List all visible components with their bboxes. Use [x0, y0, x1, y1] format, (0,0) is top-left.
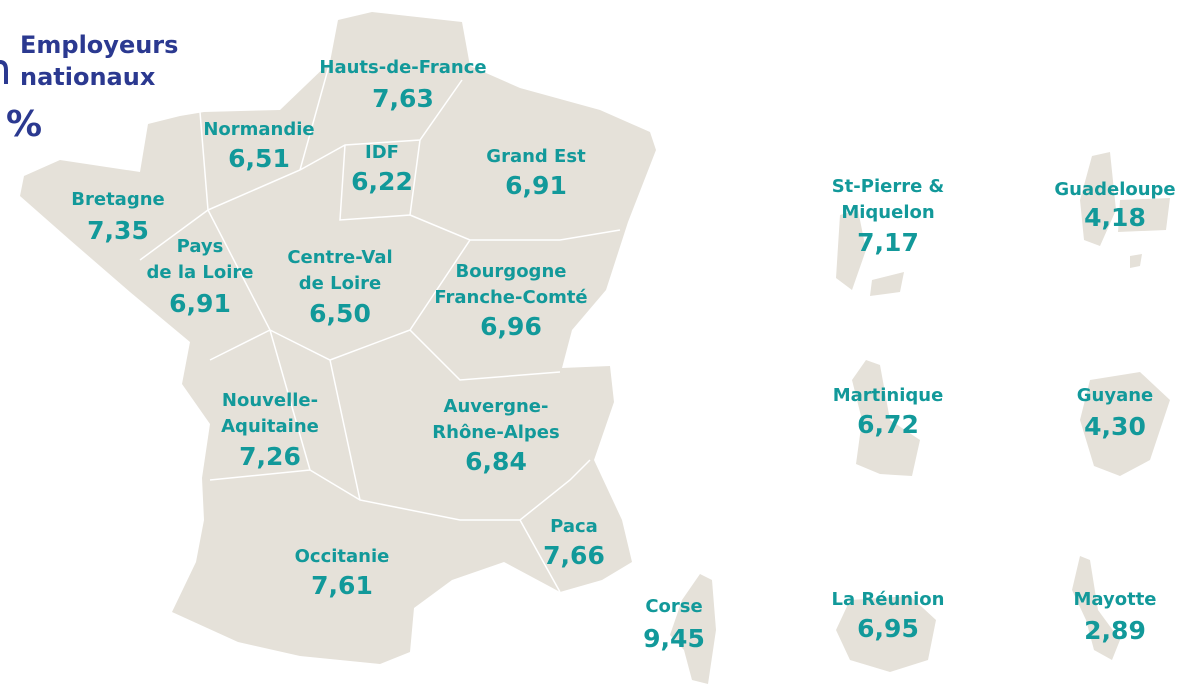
- region-name: Centre-Val: [287, 247, 392, 268]
- region-value: 6,84: [465, 447, 527, 476]
- region-labels: Hauts-de-France 7,63 Normandie 6,51 IDF 6,22 G…: [71, 57, 1175, 653]
- region-value: 7,17: [857, 228, 919, 257]
- title-line: Employeurs: [20, 31, 178, 59]
- region-name: Guyane: [1077, 385, 1154, 406]
- land: [20, 12, 1170, 684]
- region-value: 9,45: [643, 624, 705, 653]
- region-name: Bourgogne: [456, 261, 567, 282]
- france-mainland: [20, 12, 656, 664]
- region-value: 7,26: [239, 442, 301, 471]
- region-value: 6,91: [169, 289, 231, 318]
- region-name: Guadeloupe: [1054, 179, 1175, 200]
- region-name: Pays: [177, 236, 224, 257]
- region-value: 6,96: [480, 312, 542, 341]
- region-value: 4,30: [1084, 412, 1146, 441]
- region-name: Corse: [645, 596, 702, 617]
- region-value: 6,95: [857, 614, 919, 643]
- region-value: 7,63: [372, 84, 434, 113]
- region-name: de la Loire: [146, 262, 253, 283]
- region-borders: [139, 61, 621, 593]
- region-name: Bretagne: [71, 189, 164, 210]
- reunion: [836, 596, 936, 672]
- martinique: [852, 360, 920, 476]
- region-value: 6,91: [505, 171, 567, 200]
- region-name: Grand Est: [486, 146, 586, 167]
- region-name: Miquelon: [841, 202, 934, 223]
- mayotte: [1072, 556, 1120, 660]
- st-pierre: [836, 210, 904, 296]
- region-name: IDF: [365, 142, 399, 163]
- region-value: 6,51: [228, 144, 290, 173]
- region-name: Normandie: [203, 119, 314, 140]
- region-value: 7,35: [87, 216, 149, 245]
- region-name: La Réunion: [832, 589, 945, 610]
- icon: [0, 60, 8, 84]
- region-value: 6,50: [309, 299, 371, 328]
- corse: [670, 574, 716, 684]
- region-name: Aquitaine: [221, 416, 319, 437]
- region-name: Martinique: [833, 385, 944, 406]
- guadeloupe: [1080, 152, 1170, 268]
- region-value: 7,61: [311, 571, 373, 600]
- region-name: Paca: [550, 516, 598, 537]
- region-name: de Loire: [299, 273, 381, 294]
- region-value: 4,18: [1084, 203, 1146, 232]
- unit: %: [6, 104, 42, 145]
- region-value: 6,72: [857, 410, 919, 439]
- region-value: 7,66: [543, 541, 605, 570]
- region-name: Nouvelle-: [222, 390, 318, 411]
- guyane: [1080, 372, 1170, 476]
- region-name: Hauts-de-France: [319, 57, 486, 78]
- region-name: Franche-Comté: [434, 287, 587, 308]
- region-name: St-Pierre &: [832, 176, 945, 197]
- region-value: 2,89: [1084, 616, 1146, 645]
- region-name: Occitanie: [295, 546, 390, 567]
- title-line: nationaux: [20, 63, 156, 91]
- region-name: Auvergne-: [444, 396, 549, 417]
- region-value: 6,22: [351, 167, 413, 196]
- region-name: Rhône-Alpes: [432, 422, 559, 443]
- region-name: Mayotte: [1073, 589, 1156, 610]
